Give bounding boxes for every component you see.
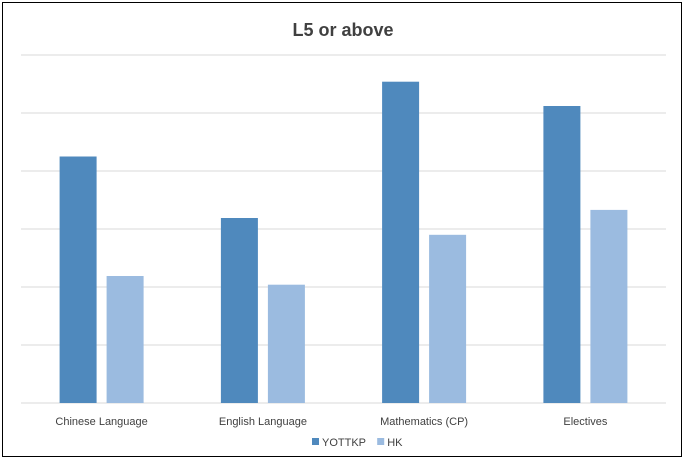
bar-yottkp-1 bbox=[220, 218, 258, 403]
bar-yottkp-3 bbox=[543, 106, 581, 403]
bar-yottkp-2 bbox=[382, 81, 420, 403]
legend-label-yottkp: YOTTKP bbox=[322, 437, 366, 449]
legend-swatch-hk bbox=[377, 438, 385, 445]
x-tick-label: Electives bbox=[563, 416, 608, 428]
x-tick-label: English Language bbox=[219, 416, 307, 428]
bar-yottkp-0 bbox=[59, 156, 97, 403]
x-tick-label: Chinese Language bbox=[55, 416, 147, 428]
legend-swatch-yottkp bbox=[312, 438, 319, 445]
bar-hk-2 bbox=[429, 234, 467, 403]
bar-hk-0 bbox=[106, 276, 144, 403]
chart-title: L5 or above bbox=[292, 20, 393, 40]
x-tick-label: Mathematics (CP) bbox=[380, 416, 468, 428]
bar-hk-1 bbox=[267, 284, 305, 403]
legend: YOTTKP HK bbox=[312, 437, 403, 449]
bar-hk-3 bbox=[590, 209, 628, 403]
legend-label-hk: HK bbox=[387, 437, 403, 449]
bars bbox=[59, 81, 628, 403]
x-tick-labels: Chinese Language English Language Mathemat… bbox=[55, 416, 607, 428]
